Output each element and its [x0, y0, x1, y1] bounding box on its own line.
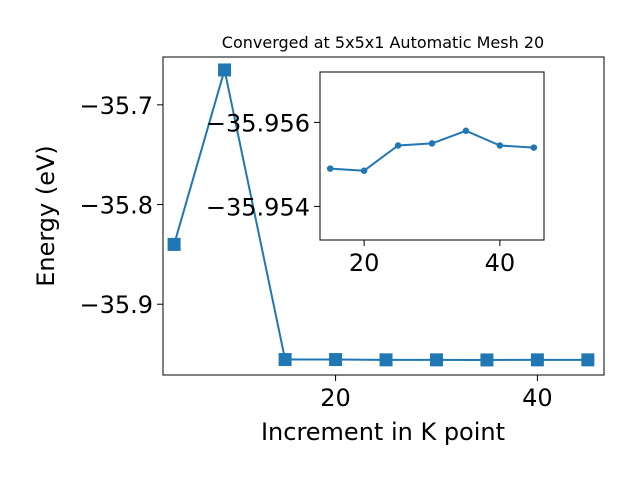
inset-data-point	[496, 142, 504, 149]
inset-y-tick-label: −35.954	[206, 193, 310, 221]
main-series	[167, 63, 595, 367]
main-y-tick-label: −35.9	[79, 291, 153, 319]
main-y-tick-label: −35.8	[79, 192, 153, 220]
main-data-point	[480, 353, 494, 367]
inset-data-point	[394, 142, 402, 149]
main-data-point	[329, 353, 343, 367]
main-data-point	[278, 353, 292, 367]
inset-data-point	[428, 140, 436, 147]
inset-x-tick-label: 20	[349, 249, 380, 277]
main-x-tick-label: 40	[522, 384, 553, 412]
main-data-point	[379, 353, 393, 367]
inset-y-tick-label: −35.956	[206, 109, 310, 137]
main-data-point	[218, 63, 232, 77]
main-y-tick-label: −35.7	[79, 92, 153, 120]
inset-x-tick-label: 40	[485, 249, 516, 277]
inset-plot-frame	[319, 71, 545, 241]
main-data-point	[530, 353, 544, 367]
inset-data-point	[462, 127, 470, 135]
main-data-point	[581, 353, 595, 367]
inset-data-point	[530, 144, 538, 151]
inset-data-point	[326, 165, 334, 172]
inset-ticks: 20 40 −35.956 −35.954	[206, 109, 515, 277]
main-data-point	[167, 237, 181, 251]
chart-title: Converged at 5x5x1 Automatic Mesh 20	[222, 33, 544, 52]
main-x-tick-label: 20	[320, 384, 351, 412]
inset-data-point	[360, 167, 368, 174]
inset-plot-background	[320, 72, 544, 240]
x-axis-label: Increment in K point	[261, 418, 505, 446]
main-data-point	[429, 353, 443, 367]
main-ticks: 20 40 −35.7 −35.8 −35.9	[79, 92, 552, 412]
y-axis-label: Energy (eV)	[32, 145, 60, 287]
inset-series	[326, 127, 538, 174]
main-plot-frame	[162, 56, 605, 376]
